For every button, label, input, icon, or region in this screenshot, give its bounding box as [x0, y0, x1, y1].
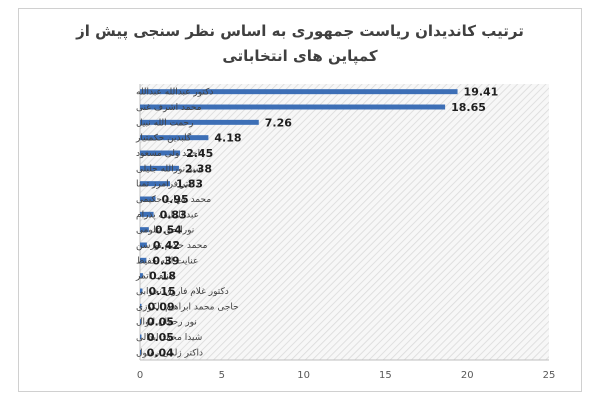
x-tick-label: 15	[379, 370, 392, 381]
category-label: سید نورالله جلیلی	[136, 164, 203, 174]
bar	[140, 227, 149, 233]
x-tick-label: 20	[461, 370, 474, 381]
x-tick-label: 10	[297, 370, 310, 381]
data-label: 0.04	[147, 346, 174, 359]
data-label: 4.18	[214, 132, 241, 145]
category-label: داکتر فرامرز تمنا	[136, 180, 199, 190]
bar	[140, 242, 147, 248]
chart-title-line-1: ترتیب کاندیدان ریاست جمهوری به اساس نظر …	[76, 22, 524, 40]
category-label: داکتر زلمی رسول	[136, 348, 203, 358]
bar	[140, 196, 156, 202]
category-label: گلبدین حکمتیار	[135, 132, 192, 144]
category-label: شیدا محمد ابدالی	[136, 333, 202, 343]
bar	[140, 135, 209, 141]
category-label: عنایت الله حفیظ	[136, 256, 198, 266]
plot-area	[140, 84, 549, 360]
x-tick-label: 25	[543, 370, 556, 381]
x-tick-label: 0	[137, 370, 143, 381]
category-label: رحمت الله نبیل	[136, 118, 193, 128]
data-label: 0.95	[162, 193, 189, 206]
category-label: نورالحق علومی	[136, 226, 194, 236]
bar	[140, 104, 446, 110]
category-label: دکتور غلام فاروق نجرابی	[136, 287, 229, 297]
data-label: 0.83	[160, 208, 187, 221]
data-label: 18.65	[451, 101, 486, 114]
bar	[140, 211, 154, 217]
bar	[140, 334, 142, 340]
bar	[140, 89, 458, 95]
data-label: 2.45	[186, 147, 213, 160]
bar	[140, 303, 142, 309]
category-label: محمد شهاب حکیمی	[136, 195, 211, 205]
category-label: دکتور عبدالله عبدالله	[136, 88, 213, 98]
data-label: 2.38	[185, 162, 212, 175]
data-label: 1.83	[176, 178, 203, 191]
category-label: محمد حکیم تورسن	[136, 241, 208, 251]
x-tick-label: 5	[219, 370, 225, 381]
bar	[140, 273, 143, 279]
category-label: احمد ولی مسعود	[136, 149, 200, 159]
bar	[140, 119, 259, 125]
data-label: 0.39	[152, 254, 179, 267]
bar	[140, 319, 142, 325]
data-label: 19.41	[464, 86, 499, 99]
data-label: 0.42	[153, 239, 180, 252]
category-label: نور رحمان لیوال	[136, 318, 197, 328]
data-label: 0.09	[147, 300, 174, 313]
data-label: 0.54	[155, 224, 182, 237]
category-label: حنیف اتمر	[135, 272, 174, 282]
bar	[140, 288, 143, 294]
category-label: محمد اشرف غنی	[136, 103, 202, 113]
data-label: 0.05	[147, 331, 174, 344]
data-label: 0.05	[147, 316, 174, 329]
chart-title-line-2: کمپاین های انتخاباتی	[222, 47, 378, 65]
bar	[140, 181, 170, 187]
data-label: 7.26	[265, 116, 292, 129]
category-label: عبداللطیف پدرام	[136, 210, 199, 220]
data-label: 0.15	[148, 285, 175, 298]
bar	[140, 150, 181, 156]
category-label: حاجی محمد ابراهیم الکوزی	[136, 302, 239, 312]
bar	[140, 349, 142, 355]
bar	[140, 165, 179, 171]
bar	[140, 257, 147, 263]
data-label: 0.18	[149, 270, 176, 283]
